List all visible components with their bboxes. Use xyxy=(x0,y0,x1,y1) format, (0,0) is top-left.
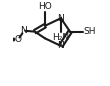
Text: N: N xyxy=(20,26,27,35)
Text: H₂N: H₂N xyxy=(52,33,69,42)
Text: O: O xyxy=(14,35,21,44)
Text: SH: SH xyxy=(83,27,96,36)
Text: HO: HO xyxy=(38,2,52,11)
Text: N: N xyxy=(58,14,64,23)
Text: N: N xyxy=(58,41,64,50)
